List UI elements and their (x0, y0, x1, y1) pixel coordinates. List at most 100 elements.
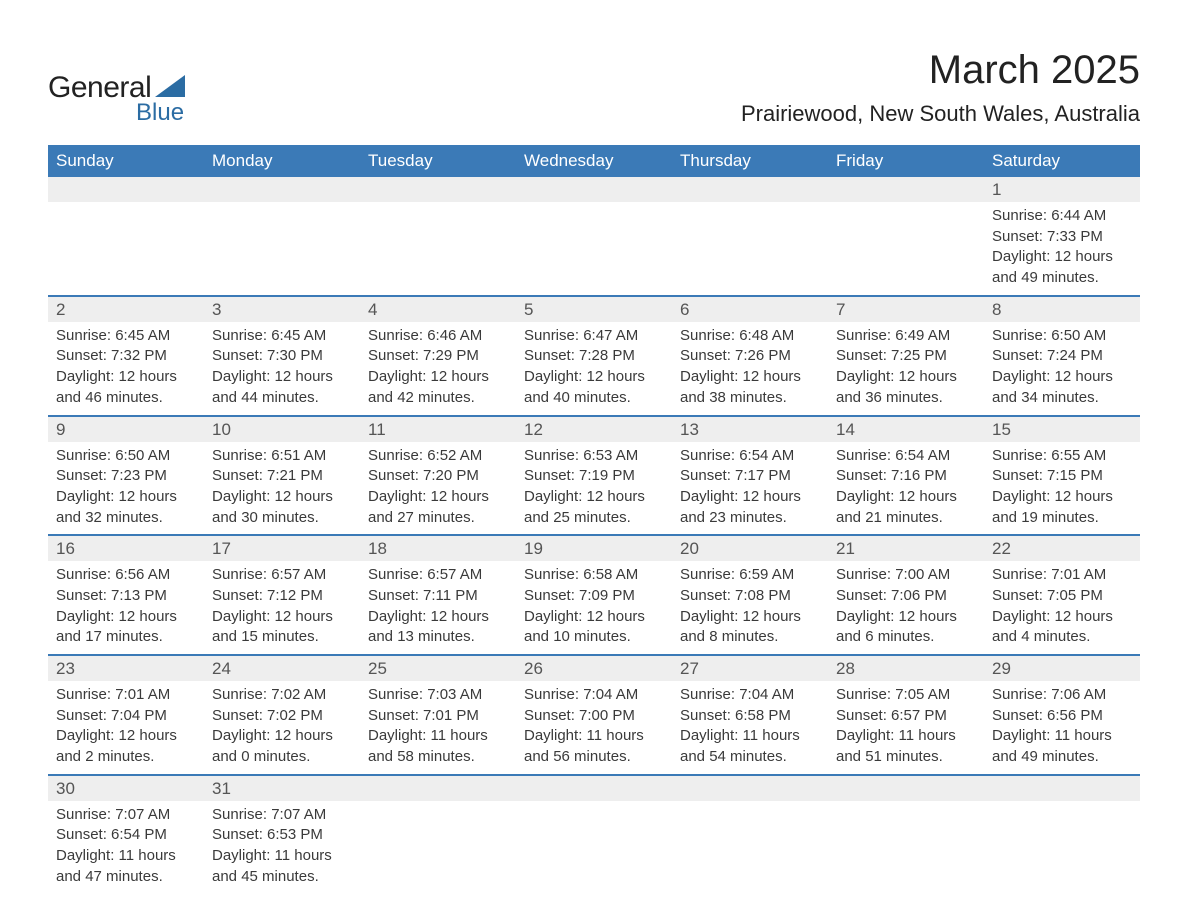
day-number-cell: 27 (672, 655, 828, 681)
day-number-row: 16171819202122 (48, 535, 1140, 561)
day-number-row: 9101112131415 (48, 416, 1140, 442)
day-number: 18 (360, 536, 516, 561)
daylight-text: Daylight: 12 hours and 10 minutes. (524, 607, 664, 648)
day-data-cell: Sunrise: 6:51 AMSunset: 7:21 PMDaylight:… (204, 442, 360, 536)
day-number: 6 (672, 297, 828, 322)
sunrise-text: Sunrise: 7:06 AM (992, 685, 1132, 706)
sunrise-text: Sunrise: 7:00 AM (836, 565, 976, 586)
day-number-cell: 29 (984, 655, 1140, 681)
day-data-cell: Sunrise: 6:49 AMSunset: 7:25 PMDaylight:… (828, 322, 984, 416)
day-number-cell (672, 775, 828, 801)
daylight-text: Daylight: 12 hours and 38 minutes. (680, 367, 820, 408)
daylight-text: Daylight: 12 hours and 0 minutes. (212, 726, 352, 767)
day-number-cell: 18 (360, 535, 516, 561)
day-number-cell (672, 177, 828, 202)
day-data-cell: Sunrise: 6:46 AMSunset: 7:29 PMDaylight:… (360, 322, 516, 416)
sunset-text: Sunset: 7:26 PM (680, 346, 820, 367)
weekday-header: Monday (204, 145, 360, 177)
daylight-text: Daylight: 12 hours and 2 minutes. (56, 726, 196, 767)
daylight-text: Daylight: 11 hours and 54 minutes. (680, 726, 820, 767)
daylight-text: Daylight: 12 hours and 32 minutes. (56, 487, 196, 528)
sunrise-text: Sunrise: 6:45 AM (212, 326, 352, 347)
sunrise-text: Sunrise: 6:58 AM (524, 565, 664, 586)
header: General Blue March 2025 Prairiewood, New… (48, 48, 1140, 127)
day-number-cell (984, 775, 1140, 801)
sunset-text: Sunset: 7:19 PM (524, 466, 664, 487)
day-number: 16 (48, 536, 204, 561)
sunset-text: Sunset: 7:05 PM (992, 586, 1132, 607)
day-data-cell: Sunrise: 6:53 AMSunset: 7:19 PMDaylight:… (516, 442, 672, 536)
day-number: 1 (984, 177, 1140, 202)
daylight-text: Daylight: 12 hours and 6 minutes. (836, 607, 976, 648)
day-number-cell: 14 (828, 416, 984, 442)
day-number: 20 (672, 536, 828, 561)
day-number: 17 (204, 536, 360, 561)
daylight-text: Daylight: 11 hours and 47 minutes. (56, 846, 196, 887)
day-number-cell: 17 (204, 535, 360, 561)
sunset-text: Sunset: 7:16 PM (836, 466, 976, 487)
day-number: 10 (204, 417, 360, 442)
day-number: 19 (516, 536, 672, 561)
day-number: 3 (204, 297, 360, 322)
daylight-text: Daylight: 12 hours and 13 minutes. (368, 607, 508, 648)
day-number-row: 3031 (48, 775, 1140, 801)
day-data-cell: Sunrise: 7:07 AMSunset: 6:54 PMDaylight:… (48, 801, 204, 894)
day-number: 13 (672, 417, 828, 442)
day-data-row: Sunrise: 7:01 AMSunset: 7:04 PMDaylight:… (48, 681, 1140, 775)
day-data-cell (828, 801, 984, 894)
day-number-cell (48, 177, 204, 202)
sunset-text: Sunset: 6:56 PM (992, 706, 1132, 727)
day-data-cell: Sunrise: 6:54 AMSunset: 7:17 PMDaylight:… (672, 442, 828, 536)
sunrise-text: Sunrise: 6:54 AM (836, 446, 976, 467)
day-number-cell: 8 (984, 296, 1140, 322)
day-number: 21 (828, 536, 984, 561)
sunset-text: Sunset: 6:58 PM (680, 706, 820, 727)
weekday-header: Wednesday (516, 145, 672, 177)
day-number-cell: 28 (828, 655, 984, 681)
day-number-row: 2345678 (48, 296, 1140, 322)
day-number: 31 (204, 776, 360, 801)
location: Prairiewood, New South Wales, Australia (741, 101, 1140, 127)
daylight-text: Daylight: 12 hours and 40 minutes. (524, 367, 664, 408)
daylight-text: Daylight: 12 hours and 19 minutes. (992, 487, 1132, 528)
sunset-text: Sunset: 7:20 PM (368, 466, 508, 487)
day-data-cell: Sunrise: 6:55 AMSunset: 7:15 PMDaylight:… (984, 442, 1140, 536)
day-number: 24 (204, 656, 360, 681)
day-number: 23 (48, 656, 204, 681)
sunrise-text: Sunrise: 6:44 AM (992, 206, 1132, 227)
day-number-row: 1 (48, 177, 1140, 202)
day-data-cell: Sunrise: 6:52 AMSunset: 7:20 PMDaylight:… (360, 442, 516, 536)
day-number: 2 (48, 297, 204, 322)
day-number: 15 (984, 417, 1140, 442)
day-number-cell: 7 (828, 296, 984, 322)
day-number-cell (516, 177, 672, 202)
daylight-text: Daylight: 12 hours and 8 minutes. (680, 607, 820, 648)
day-data-cell: Sunrise: 6:57 AMSunset: 7:11 PMDaylight:… (360, 561, 516, 655)
day-data-cell: Sunrise: 6:59 AMSunset: 7:08 PMDaylight:… (672, 561, 828, 655)
sunset-text: Sunset: 7:33 PM (992, 227, 1132, 248)
day-data-cell (48, 202, 204, 296)
sunset-text: Sunset: 7:32 PM (56, 346, 196, 367)
day-number-cell: 26 (516, 655, 672, 681)
day-number-cell: 9 (48, 416, 204, 442)
calendar-table: SundayMondayTuesdayWednesdayThursdayFrid… (48, 145, 1140, 894)
logo: General Blue (48, 71, 185, 127)
sunset-text: Sunset: 7:12 PM (212, 586, 352, 607)
month-title: March 2025 (741, 48, 1140, 93)
sunset-text: Sunset: 7:13 PM (56, 586, 196, 607)
day-data-cell: Sunrise: 7:06 AMSunset: 6:56 PMDaylight:… (984, 681, 1140, 775)
sunset-text: Sunset: 7:06 PM (836, 586, 976, 607)
sunset-text: Sunset: 6:53 PM (212, 825, 352, 846)
day-number-cell: 16 (48, 535, 204, 561)
day-number-cell (360, 177, 516, 202)
sunrise-text: Sunrise: 6:47 AM (524, 326, 664, 347)
day-number: 28 (828, 656, 984, 681)
day-number: 5 (516, 297, 672, 322)
daylight-text: Daylight: 12 hours and 36 minutes. (836, 367, 976, 408)
day-data-cell: Sunrise: 6:50 AMSunset: 7:23 PMDaylight:… (48, 442, 204, 536)
day-data-cell: Sunrise: 7:07 AMSunset: 6:53 PMDaylight:… (204, 801, 360, 894)
sunset-text: Sunset: 6:54 PM (56, 825, 196, 846)
sunrise-text: Sunrise: 7:05 AM (836, 685, 976, 706)
day-number: 22 (984, 536, 1140, 561)
day-number-cell: 22 (984, 535, 1140, 561)
